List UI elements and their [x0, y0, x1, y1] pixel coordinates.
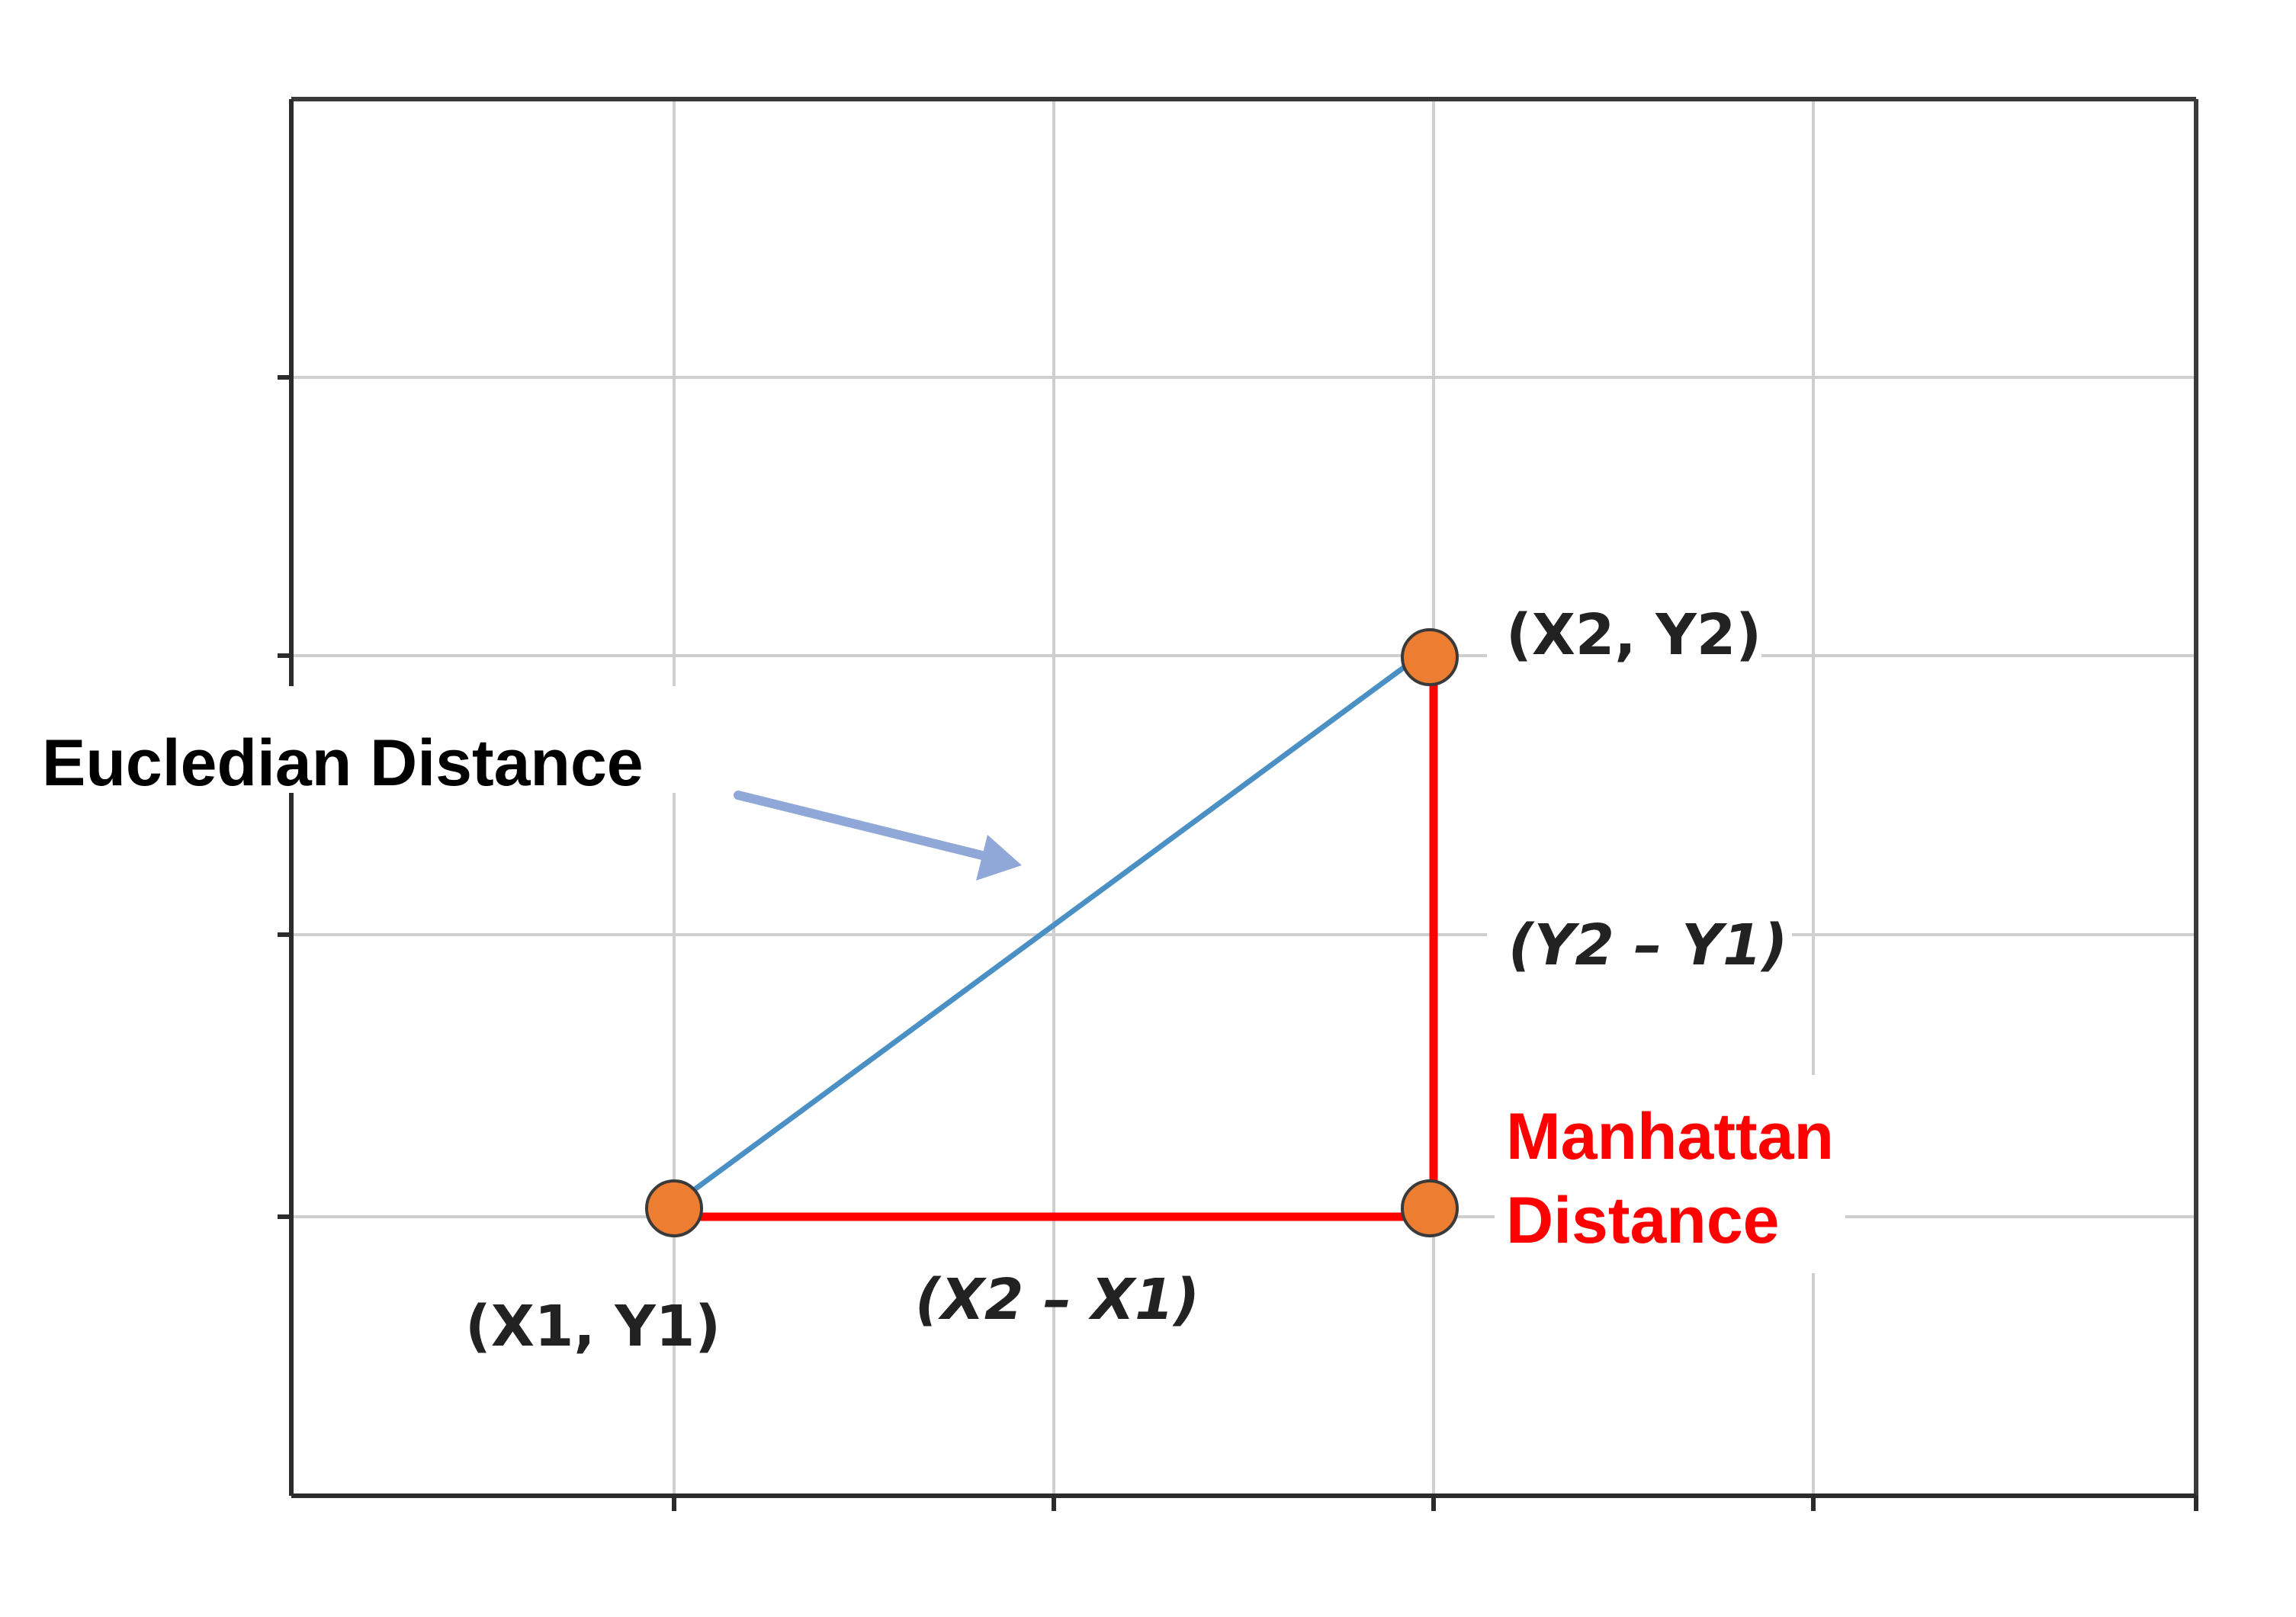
- euclidean-label: Eucledian Distance: [42, 727, 644, 800]
- point2-label: (X2, Y2): [1506, 602, 1761, 668]
- label-background-right: [1487, 884, 1792, 983]
- label-background: [31, 686, 702, 793]
- dx-label: (X2 – X1): [915, 1267, 1199, 1333]
- dy-label: (Y2 – Y1): [1508, 913, 1787, 978]
- euclidean-line: [672, 653, 1422, 1207]
- point-corner: [1401, 1179, 1459, 1237]
- manhattan-label-line2: Distance: [1506, 1184, 1780, 1257]
- label-background-p2: [1487, 587, 1761, 686]
- manhattan-label-line1: Manhattan: [1506, 1100, 1834, 1173]
- label-background-manhattan: [1495, 1075, 1845, 1273]
- euclidean-arrow: [734, 791, 1022, 881]
- point1-label: (X1, Y1): [465, 1294, 721, 1359]
- point-x2-y2: [1401, 628, 1459, 686]
- point-x1-y1: [645, 1179, 703, 1237]
